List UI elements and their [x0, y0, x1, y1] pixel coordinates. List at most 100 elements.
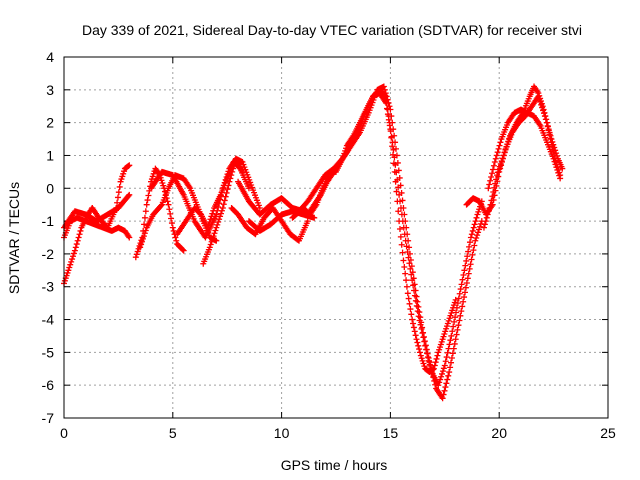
data-point — [217, 213, 224, 220]
data-point — [205, 221, 212, 228]
data-point — [67, 261, 74, 268]
data-point — [408, 311, 415, 318]
data-point — [471, 242, 478, 249]
data-point — [462, 289, 469, 296]
data-point — [446, 341, 453, 348]
data-point — [209, 210, 216, 217]
data-point — [204, 224, 211, 231]
data-point — [77, 227, 84, 234]
data-point — [483, 214, 490, 221]
data-point — [462, 262, 469, 269]
series-4 — [61, 191, 133, 231]
data-point — [157, 202, 164, 209]
data-point — [468, 256, 475, 263]
data-point — [445, 372, 452, 379]
data-point — [206, 219, 213, 226]
data-point — [452, 309, 459, 316]
data-point — [413, 336, 420, 343]
data-point — [397, 233, 404, 240]
data-point — [557, 175, 564, 182]
data-point — [444, 376, 451, 383]
data-point — [382, 90, 389, 97]
data-point — [115, 189, 122, 196]
data-point — [466, 243, 473, 250]
data-point — [499, 155, 506, 162]
y-tick-label: 1 — [46, 147, 54, 163]
data-point — [433, 355, 440, 362]
data-point — [480, 224, 487, 231]
x-tick-label: 10 — [274, 425, 290, 441]
data-point — [396, 225, 403, 232]
data-point — [408, 263, 415, 270]
data-point — [139, 238, 146, 245]
data-point — [544, 119, 551, 126]
data-point — [384, 96, 391, 103]
data-point — [440, 391, 447, 398]
data-point — [71, 247, 78, 254]
data-point — [228, 172, 235, 179]
data-point — [450, 345, 457, 352]
data-point — [442, 384, 449, 391]
data-point — [420, 329, 427, 336]
data-point — [543, 116, 550, 123]
data-point — [395, 208, 402, 215]
data-point — [410, 320, 417, 327]
data-point — [490, 162, 497, 169]
data-point — [168, 220, 175, 227]
data-point — [134, 248, 141, 255]
data-point — [472, 218, 479, 225]
data-point — [208, 238, 215, 245]
data-point — [498, 158, 505, 165]
data-point — [437, 376, 444, 383]
data-point — [452, 314, 459, 321]
data-point — [421, 338, 428, 345]
data-point — [393, 188, 400, 195]
data-point — [75, 234, 82, 241]
data-point — [142, 227, 149, 234]
data-point — [466, 239, 473, 246]
data-point — [311, 214, 318, 221]
data-point — [416, 349, 423, 356]
data-point — [404, 231, 411, 238]
data-point — [212, 227, 219, 234]
data-point — [173, 237, 180, 244]
data-point — [409, 269, 416, 276]
data-point — [220, 201, 227, 208]
data-point — [406, 244, 413, 251]
data-point — [385, 116, 392, 123]
data-point — [467, 234, 474, 241]
data-point — [491, 184, 498, 191]
data-point — [439, 368, 446, 375]
data-point — [445, 345, 452, 352]
data-point — [414, 298, 421, 305]
y-tick-label: -6 — [42, 377, 55, 393]
data-point — [227, 175, 234, 182]
data-point — [481, 221, 488, 228]
data-point — [454, 326, 461, 333]
data-point — [465, 248, 472, 255]
data-point — [145, 192, 152, 199]
data-point — [486, 204, 493, 211]
data-point — [412, 332, 419, 339]
data-point — [383, 93, 390, 100]
data-point — [482, 218, 489, 225]
data-point — [441, 387, 448, 394]
data-point — [448, 359, 455, 366]
data-point — [167, 210, 174, 217]
data-point — [392, 145, 399, 152]
x-tick-label: 5 — [169, 425, 177, 441]
data-point — [439, 395, 446, 402]
data-point — [448, 354, 455, 361]
data-point — [417, 314, 424, 321]
data-point — [415, 303, 422, 310]
data-point — [487, 201, 494, 208]
data-point — [461, 294, 468, 301]
data-point — [506, 135, 513, 142]
axis-ticks: 0 5 10 15 20 25 -7 -6 -5 -4 -3 -2 -1 0 1 2 3 4 — [42, 49, 616, 441]
data-point — [137, 244, 144, 251]
data-point — [540, 106, 547, 113]
data-point — [464, 275, 471, 282]
data-point — [396, 174, 403, 181]
data-point — [69, 256, 76, 263]
data-point — [66, 264, 73, 271]
